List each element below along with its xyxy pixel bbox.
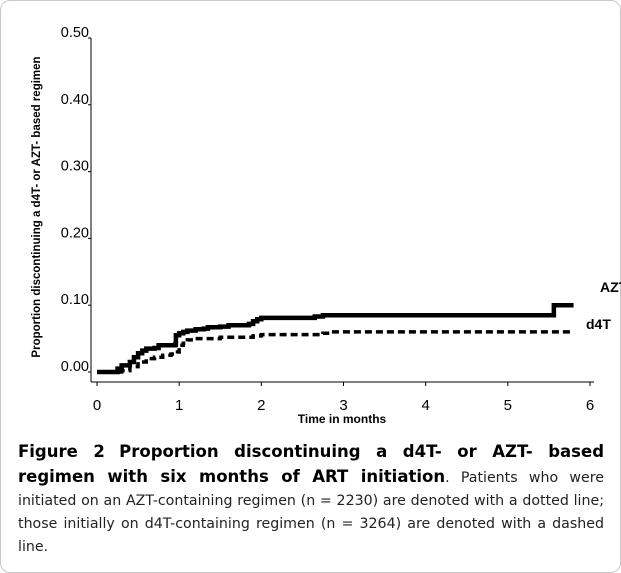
y-tick-label: 0.20 (61, 225, 89, 241)
chart-series (97, 302, 574, 375)
series-label-d4t: d4T (586, 316, 611, 332)
y-tick-label: 0.10 (61, 292, 89, 308)
caption-figure-label: Figure 2 (18, 442, 105, 461)
y-tick-label: 0.50 (61, 25, 89, 41)
y-axis-label: Proportion discontinuing a d4T- or AZT- … (31, 56, 43, 357)
x-tick-label: 6 (586, 397, 594, 414)
x-tick-label: 4 (421, 397, 429, 414)
x-tick-label: 5 (504, 397, 512, 414)
x-tick-label: 1 (175, 397, 183, 414)
km-chart: 0.00 0.10 0.20 0.30 0.40 0.50 0 1 2 3 4 5 6 AZT d4T Pr… (31, 25, 621, 426)
series-line-d4t (97, 330, 574, 374)
y-tick-label: 0.00 (61, 359, 89, 375)
x-tick-label: 0 (93, 397, 101, 414)
series-label-azt: AZT (600, 279, 621, 295)
chart-labels: 0.00 0.10 0.20 0.30 0.40 0.50 0 1 2 3 4 5 6 AZT d4T (61, 25, 621, 414)
y-tick-label: 0.40 (61, 92, 89, 108)
x-tick-label: 3 (339, 397, 347, 414)
x-tick-label: 2 (257, 397, 265, 414)
chart-axes (88, 37, 594, 386)
caption-body: . Patients who were initiated on an AZT-… (18, 470, 604, 555)
series-line-azt (97, 302, 574, 375)
caption-title: Proportion discontinuing a d4T- or AZT- … (18, 442, 605, 486)
x-axis-label: Time in months (298, 412, 387, 426)
figure-caption: Figure 2 Proportion discontinuing a d4T-… (18, 440, 604, 559)
y-tick-label: 0.30 (61, 159, 89, 175)
